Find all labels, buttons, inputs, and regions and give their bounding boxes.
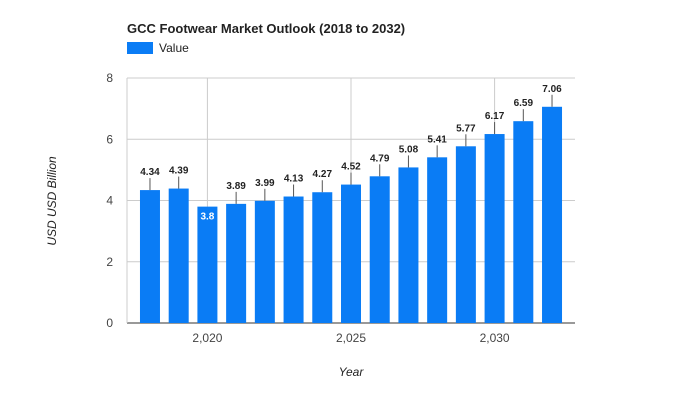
bar-2018[interactable] xyxy=(139,190,160,323)
data-labels: 4.34 4.39 3.8 3.89 3.99 4.13 4.27 4.52 4.79 5.08 5… xyxy=(140,84,562,223)
data-label-2025: 4.52 xyxy=(341,162,361,173)
bar-2025[interactable] xyxy=(341,184,361,323)
data-label-2021: 3.89 xyxy=(226,181,246,192)
y-tick-label-8: 8 xyxy=(106,71,113,85)
data-label-2019: 4.39 xyxy=(169,166,189,177)
data-label-2023: 4.13 xyxy=(284,174,304,185)
data-label-2024: 4.27 xyxy=(313,169,333,180)
bar-2027[interactable] xyxy=(398,167,419,323)
data-label-2028: 5.41 xyxy=(427,134,447,145)
y-tick-label-4: 4 xyxy=(106,194,113,208)
data-label-2029: 5.77 xyxy=(456,123,476,134)
x-axis-title: Year xyxy=(339,365,365,379)
x-tick-label-2020: 2,020 xyxy=(192,331,222,345)
bar-2028[interactable] xyxy=(427,157,448,323)
bar-2019[interactable] xyxy=(168,188,189,323)
data-label-2031: 6.59 xyxy=(514,98,534,109)
bar-2022[interactable] xyxy=(254,200,275,323)
x-axis-ticks: 2,020 2,025 2,030 xyxy=(192,331,510,345)
bar-2030[interactable] xyxy=(484,134,505,323)
y-axis-title: USD USD Billion xyxy=(45,156,59,246)
y-tick-label-0: 0 xyxy=(106,316,113,330)
bar-2026[interactable] xyxy=(369,176,390,323)
legend-swatch-value xyxy=(127,42,153,54)
y-tick-label-2: 2 xyxy=(106,255,113,269)
legend-label-value[interactable]: Value xyxy=(159,41,189,55)
data-label-2032: 7.06 xyxy=(542,84,562,95)
bars xyxy=(139,106,563,324)
y-tick-label-6: 6 xyxy=(106,132,113,146)
bar-2020[interactable] xyxy=(197,206,218,323)
data-label-2030: 6.17 xyxy=(485,111,505,122)
data-label-2022: 3.99 xyxy=(255,178,275,189)
data-label-2026: 4.79 xyxy=(370,153,390,164)
bar-2032[interactable] xyxy=(542,106,563,323)
x-tick-label-2025: 2,025 xyxy=(336,331,366,345)
data-label-2018: 4.34 xyxy=(140,167,160,178)
y-axis-ticks: 0 2 4 6 8 xyxy=(106,71,113,330)
x-tick-label-2030: 2,030 xyxy=(480,331,510,345)
bar-2023[interactable] xyxy=(283,196,304,323)
bar-2024[interactable] xyxy=(312,192,333,323)
bar-2031[interactable] xyxy=(513,121,534,324)
chart-title: GCC Footwear Market Outlook (2018 to 203… xyxy=(127,21,405,36)
bar-2021[interactable] xyxy=(226,203,247,323)
bar-2029[interactable] xyxy=(455,146,476,323)
data-label-2027: 5.08 xyxy=(399,144,419,155)
data-label-2020: 3.8 xyxy=(200,212,214,223)
